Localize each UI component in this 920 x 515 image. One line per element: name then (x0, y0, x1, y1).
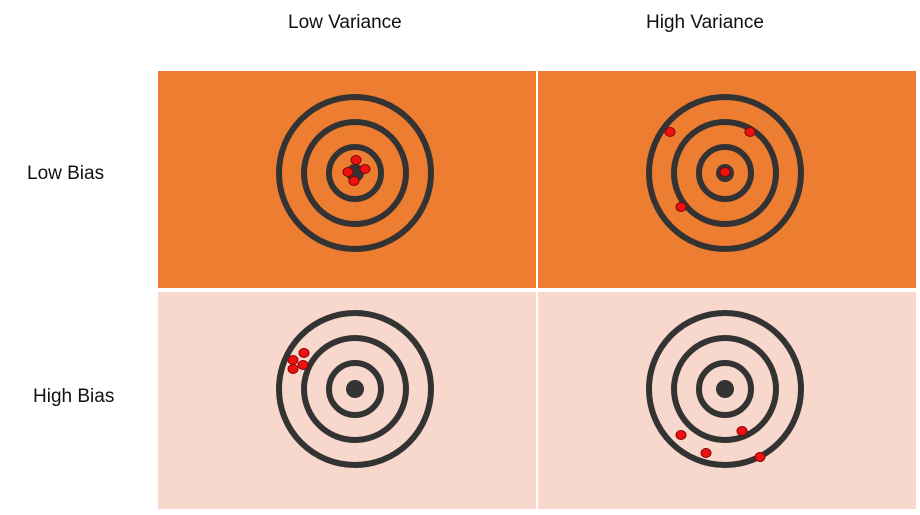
middle-ring (301, 335, 409, 443)
target-rings (646, 94, 804, 252)
hit-marker (736, 426, 748, 436)
hit-marker (287, 355, 299, 365)
hit-marker (664, 127, 676, 137)
bullseye (346, 380, 364, 398)
inner-ring (696, 360, 754, 418)
outer-ring (276, 94, 434, 252)
cell-high-bias-high-variance (538, 292, 916, 509)
hits (342, 155, 371, 186)
target-high-bias-low-variance (158, 292, 536, 509)
hit-marker (359, 164, 371, 174)
bullseye (716, 380, 734, 398)
row-header-low-bias: Low Bias (27, 163, 105, 184)
hit-marker (744, 127, 756, 137)
outer-ring (646, 310, 804, 468)
cell-low-bias-low-variance (158, 71, 536, 288)
hit-marker (675, 430, 687, 440)
hit-marker (287, 364, 299, 374)
column-header-high-variance: High Variance (646, 12, 764, 33)
outer-ring (646, 94, 804, 252)
cell-background (158, 71, 536, 288)
hits (675, 426, 766, 462)
hits (287, 348, 310, 374)
target-low-bias-low-variance (158, 71, 536, 288)
target-rings (276, 94, 434, 252)
hit-marker (700, 448, 712, 458)
hit-marker (754, 452, 766, 462)
hit-marker (675, 202, 687, 212)
inner-ring (326, 144, 384, 202)
row-header-high-bias: High Bias (33, 386, 115, 407)
middle-ring (671, 335, 779, 443)
inner-ring (696, 144, 754, 202)
cell-background (158, 292, 536, 509)
target-high-bias-high-variance (538, 292, 916, 509)
hit-marker (350, 155, 362, 165)
hit-marker (298, 348, 310, 358)
hits (664, 127, 756, 212)
hit-marker (348, 176, 360, 186)
target-rings (646, 310, 804, 468)
target-rings (276, 310, 434, 468)
cell-low-bias-high-variance (538, 71, 916, 288)
middle-ring (671, 119, 779, 227)
middle-ring (301, 119, 409, 227)
hit-marker (297, 360, 309, 370)
outer-ring (276, 310, 434, 468)
inner-ring (326, 360, 384, 418)
cell-high-bias-low-variance (158, 292, 536, 509)
hit-marker (719, 167, 731, 177)
column-header-low-variance: Low Variance (288, 12, 402, 33)
target-low-bias-high-variance (538, 71, 916, 288)
cell-background (538, 292, 916, 509)
hit-marker (342, 167, 354, 177)
